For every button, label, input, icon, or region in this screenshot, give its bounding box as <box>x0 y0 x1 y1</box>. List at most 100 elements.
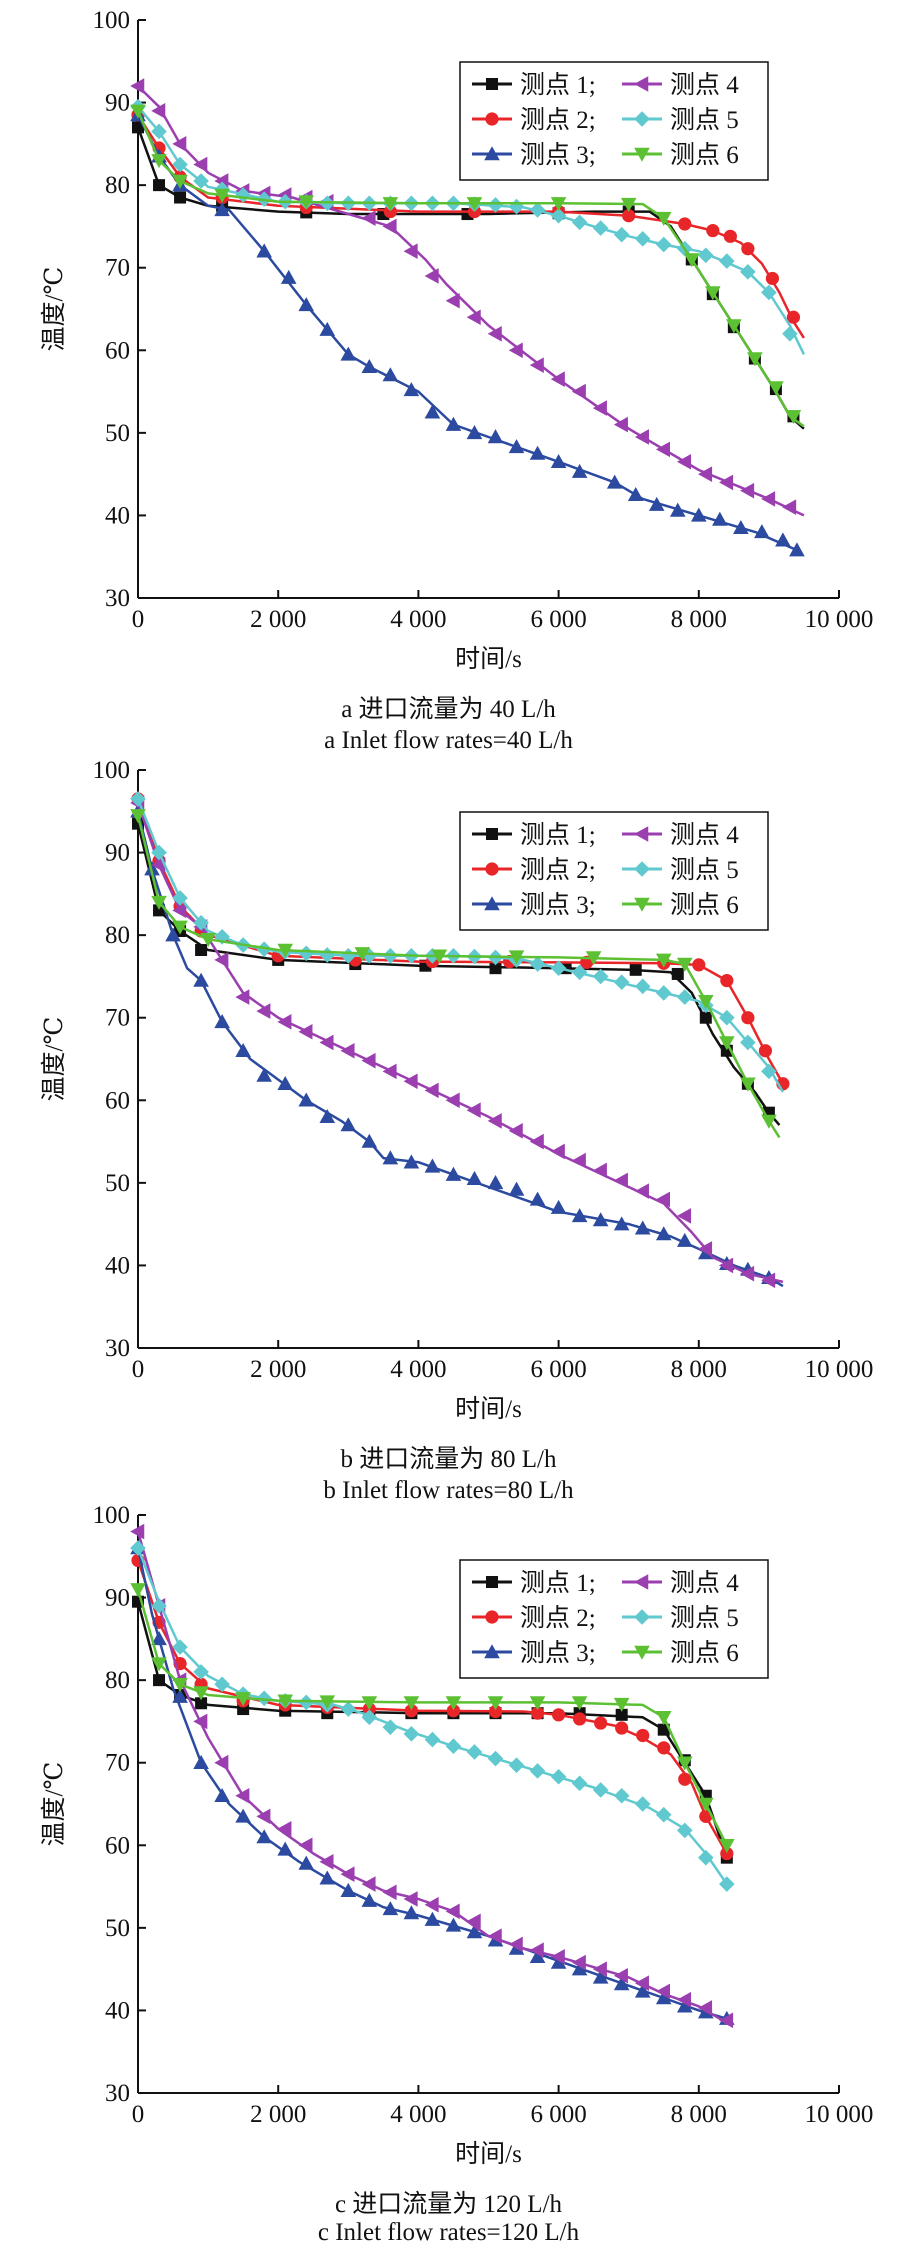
data-point <box>361 1052 376 1069</box>
data-point <box>655 441 670 458</box>
chart-panel-1: 0 2 000 4 000 6 000 8 000 10 000 30 40 50 60 70 80 9… <box>40 7 873 754</box>
data-point <box>153 179 166 192</box>
legend-marker <box>486 828 498 840</box>
data-point <box>719 1036 735 1051</box>
data-point <box>172 156 188 173</box>
data-point <box>445 292 460 309</box>
series-6 <box>130 809 781 1139</box>
data-point <box>678 1772 692 1786</box>
data-point <box>550 207 567 224</box>
data-point <box>529 1942 544 1958</box>
data-point <box>280 269 297 284</box>
data-point <box>592 1162 607 1179</box>
data-point <box>754 524 770 539</box>
data-point <box>782 499 797 515</box>
legend-label: 测点 2; <box>520 106 596 134</box>
data-point <box>529 202 546 218</box>
data-point <box>172 890 188 906</box>
data-point <box>193 1754 209 1769</box>
series-6 <box>130 1583 735 1854</box>
legend-marker <box>486 1576 498 1588</box>
x-tick-label: 6 000 <box>530 2101 586 2128</box>
data-point <box>487 197 504 213</box>
legend-label: 测点 3; <box>520 891 596 919</box>
data-point <box>256 1003 271 1019</box>
data-point <box>615 1708 628 1721</box>
data-point <box>550 197 567 212</box>
data-point <box>676 1822 693 1839</box>
data-point <box>235 989 250 1005</box>
data-point <box>550 1143 565 1160</box>
data-point <box>256 1690 272 1707</box>
caption-chinese: c 进口流量为 120 L/h <box>335 2190 563 2218</box>
legend-marker <box>634 1609 650 1625</box>
data-point <box>256 243 272 258</box>
data-point <box>698 1797 714 1812</box>
data-point <box>741 1011 755 1025</box>
data-point <box>613 1967 628 1984</box>
data-point <box>382 1884 397 1901</box>
data-point <box>629 963 642 976</box>
data-point <box>571 1208 588 1223</box>
data-point <box>195 944 208 957</box>
data-point <box>683 253 700 268</box>
data-point <box>720 1846 734 1861</box>
x-tick-label: 4 000 <box>390 606 446 633</box>
data-point <box>592 220 609 236</box>
y-tick-label: 50 <box>105 420 130 447</box>
legend-marker <box>485 1610 499 1624</box>
data-point <box>571 383 586 400</box>
x-tick-label: 10 000 <box>805 1356 874 1383</box>
legend-label: 测点 6 <box>670 1639 739 1667</box>
data-point <box>151 123 167 140</box>
data-point <box>130 791 146 807</box>
legend-label: 测点 5 <box>670 106 739 134</box>
data-point <box>592 1961 607 1977</box>
data-point <box>130 1523 145 1540</box>
series-line <box>136 1531 728 2024</box>
data-point <box>298 1837 313 1854</box>
data-point <box>585 951 602 966</box>
data-point <box>768 381 784 396</box>
data-point <box>615 1721 629 1735</box>
legend: 测点 1; 测点 4 测点 2; 测点 5 测点 3; 测点 6 <box>459 811 769 931</box>
x-tick-label: 4 000 <box>390 1356 446 1383</box>
x-axis-label: 时间/s <box>455 1395 522 1423</box>
data-point <box>692 958 706 972</box>
data-point <box>445 1917 462 1932</box>
x-axis-label: 时间/s <box>455 645 522 673</box>
series-line <box>136 802 784 1284</box>
data-point <box>655 1191 670 1208</box>
data-point <box>319 1854 334 1870</box>
legend-marker <box>634 897 650 912</box>
legend: 测点 1; 测点 4 测点 2; 测点 5 测点 3; 测点 6 <box>459 1559 769 1679</box>
data-point <box>277 943 294 958</box>
data-point <box>740 1265 755 1282</box>
data-point <box>669 502 686 517</box>
data-point <box>403 382 420 397</box>
legend-marker <box>634 76 649 92</box>
data-point <box>424 1731 441 1748</box>
y-tick-label: 30 <box>105 585 130 612</box>
data-point <box>489 962 502 975</box>
data-point <box>634 1983 651 1998</box>
data-point <box>214 1787 230 1802</box>
data-point <box>151 1598 167 1614</box>
data-point <box>193 972 209 987</box>
data-point <box>676 1998 693 2013</box>
data-point <box>508 342 523 359</box>
data-point <box>655 1983 670 2000</box>
legend-label: 测点 4 <box>670 821 739 849</box>
data-point <box>655 236 672 253</box>
y-tick-label: 90 <box>105 840 130 867</box>
y-tick-label: 50 <box>105 1915 130 1942</box>
x-axis-label: 时间/s <box>455 2140 522 2168</box>
data-point <box>719 474 734 491</box>
data-point <box>613 974 630 991</box>
chart-panel-2: 0 2 000 4 000 6 000 8 000 10 000 30 40 50 60 70 80 9… <box>40 757 873 1504</box>
x-tick-label: 10 000 <box>805 2101 874 2128</box>
data-point <box>403 1726 420 1742</box>
data-point <box>172 1678 188 1693</box>
x-tick-label: 2 000 <box>250 606 306 633</box>
data-point <box>761 1272 776 1289</box>
